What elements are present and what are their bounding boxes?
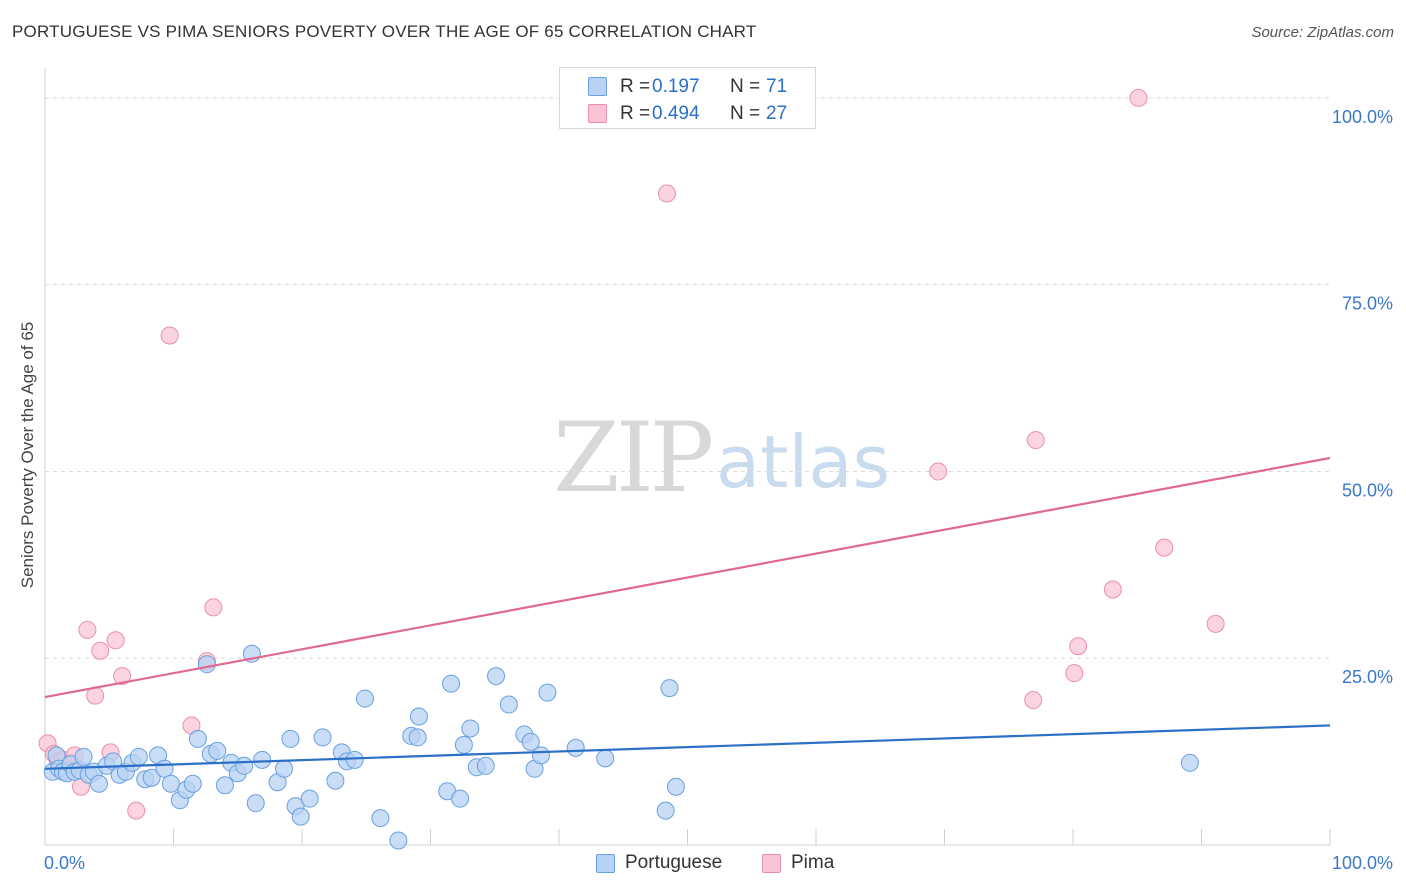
n-label: N =	[730, 76, 761, 97]
portuguese-point	[345, 750, 364, 769]
portuguese-point	[89, 774, 108, 793]
y-tick-label: 100.0%	[1332, 107, 1393, 127]
x-tick-label: 0.0%	[44, 853, 85, 873]
portuguese-point	[281, 729, 300, 748]
portuguese-point	[275, 759, 294, 778]
portuguese-point	[246, 794, 265, 813]
portuguese-point	[197, 655, 216, 674]
portuguese-point	[521, 732, 540, 751]
pima-point	[929, 462, 948, 481]
n-label: N =	[730, 103, 761, 124]
r-label: R =	[620, 76, 651, 97]
portuguese-point	[313, 728, 332, 747]
legend-label: Portuguese	[625, 852, 723, 873]
portuguese-point	[656, 801, 675, 820]
portuguese-point	[1180, 753, 1199, 772]
portuguese-trend-line	[44, 724, 1331, 770]
portuguese-point	[155, 759, 174, 778]
pima-point	[91, 641, 110, 660]
pima-point	[160, 326, 179, 345]
portuguese-swatch	[588, 77, 607, 96]
portuguese-point	[566, 738, 585, 757]
pima-swatch	[588, 104, 607, 123]
portuguese-point	[371, 809, 390, 828]
pima-point	[1129, 88, 1148, 107]
stats-legend: R = 0.197 N = 71 R = 0.494 N = 27	[559, 67, 816, 129]
x-tick-label: 100.0%	[1332, 853, 1393, 873]
r-value: 0.494	[652, 103, 700, 124]
r-label: R =	[620, 103, 651, 124]
pima-point	[1103, 580, 1122, 599]
portuguese-point	[666, 777, 685, 796]
legend-label: Pima	[791, 852, 835, 873]
legend-row-portuguese: R = 0.197 N = 71	[560, 73, 815, 100]
chart-title: PORTUGUESE VS PIMA SENIORS POVERTY OVER …	[12, 22, 757, 41]
portuguese-point	[442, 674, 461, 693]
portuguese-point	[409, 707, 428, 726]
pima-point	[127, 801, 146, 820]
portuguese-point	[451, 789, 470, 808]
portuguese-point	[476, 756, 495, 775]
portuguese-point	[291, 807, 310, 826]
pima-point	[113, 667, 132, 686]
pima-point	[204, 598, 223, 617]
pima-swatch	[762, 854, 781, 873]
portuguese-point	[660, 679, 679, 698]
pima-point	[1206, 614, 1225, 633]
r-value: 0.197	[652, 76, 700, 97]
legend-row-pima: R = 0.494 N = 27	[560, 100, 815, 127]
n-value: 71	[766, 76, 788, 97]
pima-point	[106, 631, 125, 650]
watermark-zip: ZIP	[553, 402, 714, 514]
pima-point	[78, 620, 97, 639]
portuguese-point	[142, 768, 161, 787]
portuguese-point	[208, 741, 227, 760]
watermark-atlas: atlas	[716, 420, 890, 504]
portuguese-point	[538, 683, 557, 702]
pima-point	[657, 184, 676, 203]
pima-point	[1069, 637, 1088, 656]
portuguese-point	[532, 746, 551, 765]
portuguese-point	[129, 747, 148, 766]
portuguese-point	[461, 719, 480, 738]
portuguese-point	[300, 789, 319, 808]
portuguese-point	[454, 735, 473, 754]
portuguese-point	[487, 667, 506, 686]
n-value: 27	[766, 103, 788, 124]
pima-point	[1024, 691, 1043, 710]
portuguese-point	[235, 756, 254, 775]
portuguese-point	[74, 747, 93, 766]
portuguese-swatch	[596, 854, 615, 873]
y-tick-label: 75.0%	[1342, 294, 1393, 314]
source-label: Source: ZipAtlas.com	[1251, 24, 1394, 41]
pima-point	[1065, 664, 1084, 683]
portuguese-point	[326, 771, 345, 790]
y-tick-label: 50.0%	[1342, 480, 1393, 500]
portuguese-point	[389, 831, 408, 850]
portuguese-point	[596, 749, 615, 768]
portuguese-point	[188, 729, 207, 748]
portuguese-point	[499, 695, 518, 714]
portuguese-point	[161, 774, 180, 793]
portuguese-point	[408, 728, 427, 747]
pima-point	[1026, 431, 1045, 450]
portuguese-point	[215, 776, 234, 795]
portuguese-point	[253, 750, 272, 769]
pima-trend-line	[44, 456, 1331, 699]
y-tick-label: 25.0%	[1342, 667, 1393, 687]
pima-point	[1155, 538, 1174, 557]
portuguese-point	[355, 689, 374, 708]
portuguese-point	[183, 774, 202, 793]
